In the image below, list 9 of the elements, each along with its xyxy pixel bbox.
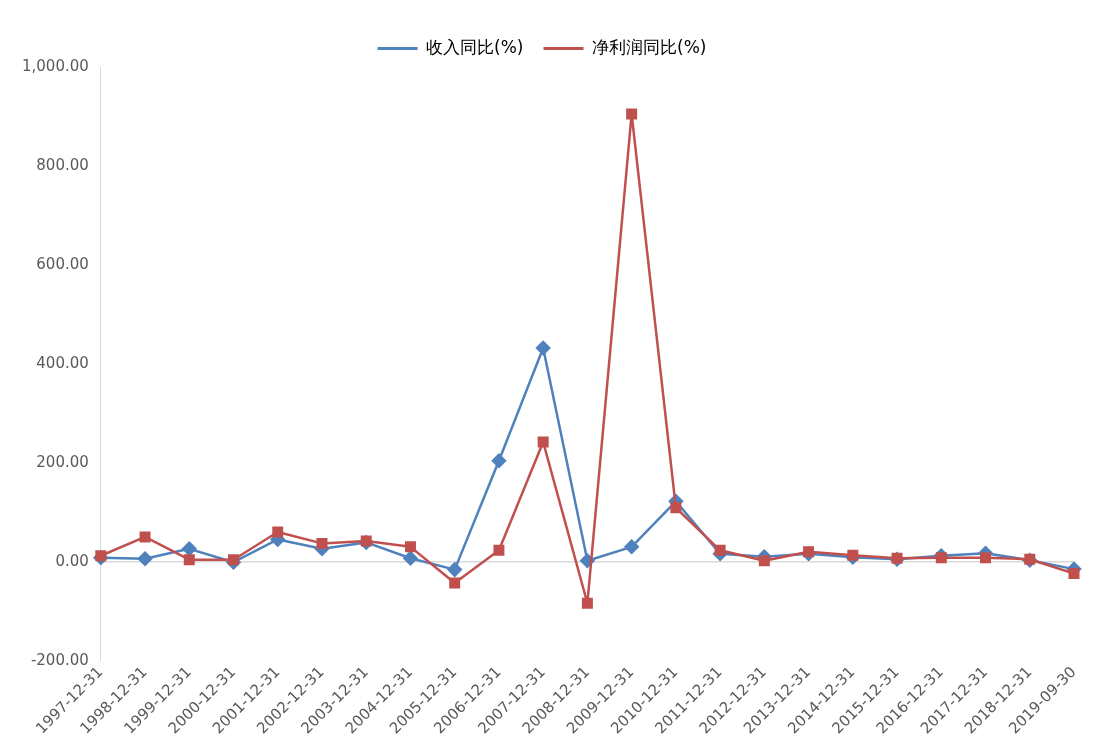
- y-tick-label: 400.00: [36, 353, 89, 372]
- y-tick-label: -200.00: [30, 650, 89, 669]
- y-tick-label: 800.00: [36, 155, 89, 174]
- y-tick-label: 600.00: [36, 254, 89, 273]
- y-tick-label: 0.00: [55, 551, 89, 570]
- y-tick-label: 200.00: [36, 452, 89, 471]
- legend-label: 收入同比(%): [426, 36, 524, 57]
- y-tick-label: 1,000.00: [22, 56, 89, 75]
- legend-label: 净利润同比(%): [592, 36, 707, 57]
